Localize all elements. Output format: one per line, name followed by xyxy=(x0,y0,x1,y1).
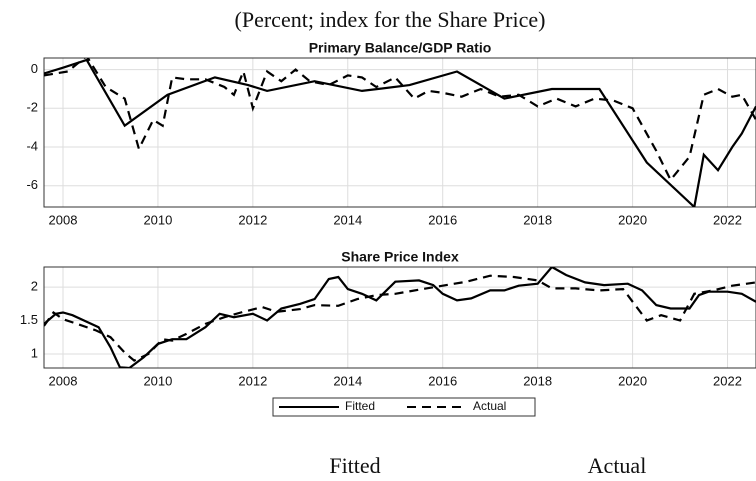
chart-title: Primary Balance/GDP Ratio xyxy=(309,40,492,56)
x-tick-label: 2012 xyxy=(238,212,267,227)
x-tick-label: 2016 xyxy=(428,212,457,227)
y-tick-label: -2 xyxy=(26,100,38,115)
plot-area xyxy=(44,58,756,207)
x-tick-label: 2008 xyxy=(49,373,78,388)
x-tick-label: 2022 xyxy=(713,212,742,227)
y-tick-label: 1.5 xyxy=(20,312,38,327)
legend-label: Fitted xyxy=(345,399,375,413)
plot-frame xyxy=(43,57,756,208)
legend-label: Actual xyxy=(473,399,506,413)
footer-label: Actual xyxy=(588,453,647,478)
x-tick-label: 2020 xyxy=(618,212,647,227)
legend-box xyxy=(272,397,536,417)
x-tick-label: 2010 xyxy=(143,373,172,388)
x-tick-label: 2008 xyxy=(49,212,78,227)
plot-frame xyxy=(43,266,756,369)
x-tick-label: 2010 xyxy=(143,212,172,227)
x-tick-label: 2022 xyxy=(713,373,742,388)
footer-label: Fitted xyxy=(329,453,380,478)
plot-area xyxy=(44,267,756,368)
series-line xyxy=(44,58,756,207)
subtitle: (Percent; index for the Share Price) xyxy=(235,7,546,32)
chart-title: Share Price Index xyxy=(341,249,459,265)
x-tick-label: 2020 xyxy=(618,373,647,388)
x-tick-label: 2014 xyxy=(333,212,362,227)
x-tick-label: 2016 xyxy=(428,373,457,388)
y-tick-label: 2 xyxy=(31,279,38,294)
y-tick-label: -6 xyxy=(26,177,38,192)
x-tick-label: 2012 xyxy=(238,373,267,388)
x-tick-label: 2018 xyxy=(523,373,552,388)
y-tick-label: -4 xyxy=(26,138,38,153)
x-tick-label: 2018 xyxy=(523,212,552,227)
series-line xyxy=(44,274,756,362)
y-tick-label: 1 xyxy=(31,345,38,360)
y-tick-label: 0 xyxy=(31,61,38,76)
x-tick-label: 2014 xyxy=(333,373,362,388)
series-line xyxy=(44,267,756,368)
series-line xyxy=(44,58,756,182)
